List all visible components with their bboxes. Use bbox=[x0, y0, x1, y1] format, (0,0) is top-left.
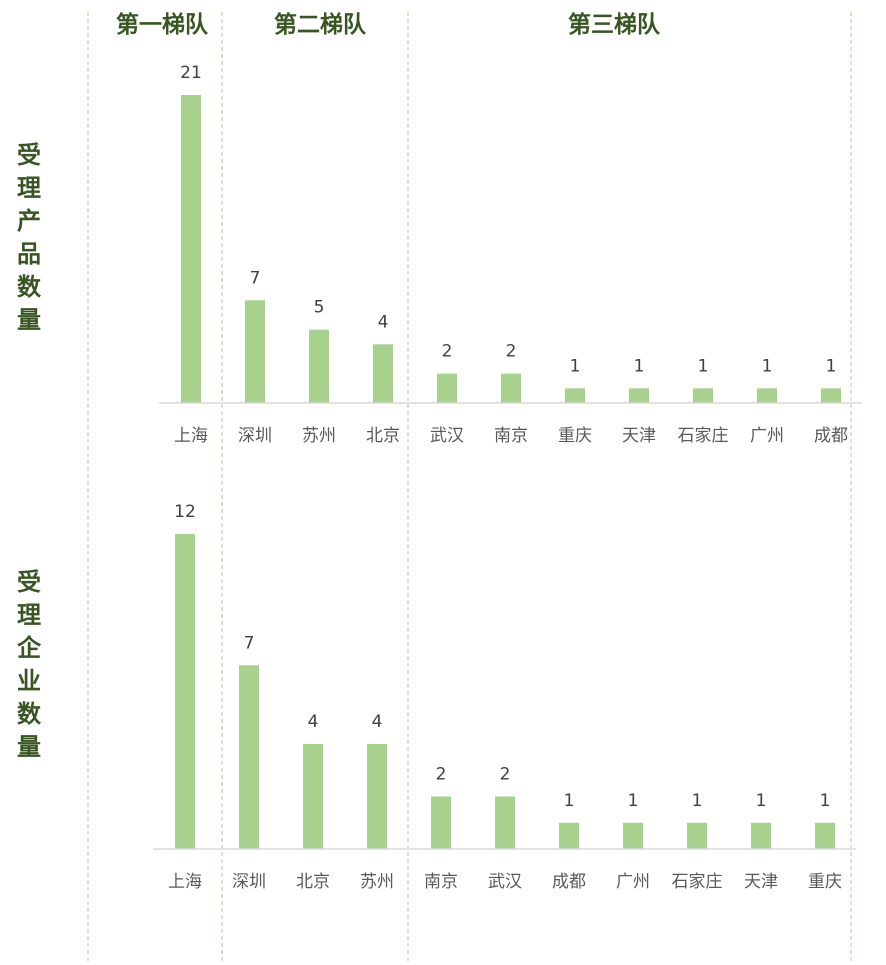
bar bbox=[367, 744, 387, 849]
category-label: 苏州 bbox=[360, 872, 394, 892]
bar bbox=[501, 373, 521, 403]
category-label: 成都 bbox=[552, 872, 586, 892]
category-label: 深圳 bbox=[232, 872, 266, 892]
category-label: 重庆 bbox=[808, 872, 842, 892]
chart-title: 受理企业数量 bbox=[17, 568, 42, 761]
category-label: 北京 bbox=[296, 872, 330, 892]
data-label: 2 bbox=[436, 765, 447, 785]
bar bbox=[559, 822, 579, 849]
category-label: 武汉 bbox=[488, 872, 522, 892]
category-label: 成都 bbox=[814, 426, 848, 446]
data-label: 4 bbox=[372, 712, 383, 732]
data-label: 1 bbox=[826, 356, 837, 376]
category-label: 广州 bbox=[616, 872, 650, 892]
tier-title-2: 第二梯队 bbox=[274, 11, 367, 38]
bar bbox=[757, 388, 777, 403]
product-count-chart: 受理产品数量 21 上海 7 深圳 5 苏州 4 北京 2 武汉 2 南京 1 重庆 1 天津 1 石家庄 1 广州 1 成… bbox=[17, 63, 862, 446]
data-label: 21 bbox=[180, 63, 202, 83]
category-label: 天津 bbox=[622, 426, 656, 446]
bar bbox=[239, 665, 259, 849]
category-label: 广州 bbox=[750, 426, 784, 446]
bar bbox=[437, 373, 457, 403]
data-label: 2 bbox=[506, 342, 517, 362]
category-label: 上海 bbox=[174, 426, 208, 446]
data-label: 1 bbox=[628, 791, 639, 811]
category-label: 石家庄 bbox=[672, 872, 723, 892]
bar bbox=[693, 388, 713, 403]
bar bbox=[629, 388, 649, 403]
bar bbox=[565, 388, 585, 403]
category-label: 重庆 bbox=[558, 426, 592, 446]
bar bbox=[303, 744, 323, 849]
tier-dividers bbox=[87, 12, 852, 962]
category-label: 北京 bbox=[366, 426, 400, 446]
category-label: 南京 bbox=[494, 426, 528, 446]
bar bbox=[245, 300, 265, 403]
category-label: 苏州 bbox=[302, 426, 336, 446]
bar bbox=[687, 822, 707, 849]
data-label: 2 bbox=[500, 765, 511, 785]
data-label: 1 bbox=[756, 791, 767, 811]
category-label: 深圳 bbox=[238, 426, 272, 446]
tier-title-1: 第一梯队 bbox=[116, 11, 209, 38]
bar bbox=[623, 822, 643, 849]
data-label: 7 bbox=[250, 268, 261, 288]
bar bbox=[181, 95, 201, 403]
category-label: 南京 bbox=[424, 872, 458, 892]
bar bbox=[495, 796, 515, 849]
data-label: 7 bbox=[244, 633, 255, 653]
data-label: 2 bbox=[442, 342, 453, 362]
data-label: 1 bbox=[698, 356, 709, 376]
data-label: 1 bbox=[692, 791, 703, 811]
category-label: 石家庄 bbox=[678, 426, 729, 446]
category-label: 上海 bbox=[168, 872, 202, 892]
data-label: 4 bbox=[308, 712, 319, 732]
data-label: 4 bbox=[378, 312, 389, 332]
tier-titles: 第一梯队 第二梯队 第三梯队 bbox=[116, 11, 661, 38]
data-label: 1 bbox=[762, 356, 773, 376]
bar bbox=[751, 822, 771, 849]
data-label: 1 bbox=[570, 356, 581, 376]
bar bbox=[431, 796, 451, 849]
bar bbox=[821, 388, 841, 403]
category-label: 天津 bbox=[744, 872, 778, 892]
tier-title-3: 第三梯队 bbox=[568, 11, 661, 38]
chart-title: 受理产品数量 bbox=[17, 141, 42, 334]
data-label: 1 bbox=[564, 791, 575, 811]
bar bbox=[309, 329, 329, 403]
data-label: 5 bbox=[314, 298, 325, 318]
data-label: 1 bbox=[634, 356, 645, 376]
bar bbox=[815, 822, 835, 849]
data-label: 12 bbox=[174, 502, 196, 522]
data-label: 1 bbox=[820, 791, 831, 811]
bar bbox=[175, 534, 195, 849]
category-label: 武汉 bbox=[430, 426, 464, 446]
company-count-chart: 受理企业数量 12 上海 7 深圳 4 北京 4 苏州 2 南京 2 武汉 1 成都 1 广州 1 石家庄 1 天津 1 重… bbox=[17, 502, 856, 892]
bar bbox=[373, 344, 393, 403]
